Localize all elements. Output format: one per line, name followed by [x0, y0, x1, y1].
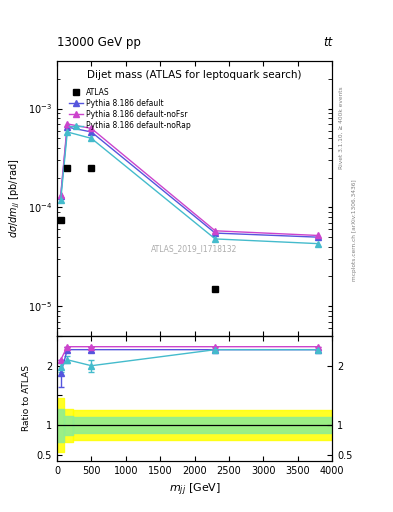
- Y-axis label: Ratio to ATLAS: Ratio to ATLAS: [22, 366, 31, 432]
- Y-axis label: $d\sigma/dm_{jj}\ \mathrm{[pb/rad]}$: $d\sigma/dm_{jj}\ \mathrm{[pb/rad]}$: [8, 159, 22, 239]
- X-axis label: $m_{jj}\ \mathrm{[GeV]}$: $m_{jj}\ \mathrm{[GeV]}$: [169, 481, 220, 498]
- Text: ATLAS_2019_I1718132: ATLAS_2019_I1718132: [151, 244, 238, 252]
- ATLAS: [65, 165, 70, 171]
- ATLAS: [59, 217, 63, 223]
- ATLAS: [213, 286, 218, 292]
- Text: Rivet 3.1.10, ≥ 400k events: Rivet 3.1.10, ≥ 400k events: [339, 87, 344, 169]
- Legend: ATLAS, Pythia 8.186 default, Pythia 8.186 default-noFsr, Pythia 8.186 default-no: ATLAS, Pythia 8.186 default, Pythia 8.18…: [66, 84, 194, 134]
- Text: 13000 GeV pp: 13000 GeV pp: [57, 36, 141, 49]
- Text: mcplots.cern.ch [arXiv:1306.3436]: mcplots.cern.ch [arXiv:1306.3436]: [352, 180, 357, 281]
- ATLAS: [89, 165, 94, 171]
- Line: ATLAS: ATLAS: [58, 165, 218, 292]
- Text: tt: tt: [323, 36, 332, 49]
- Text: Dijet mass (ATLAS for leptoquark search): Dijet mass (ATLAS for leptoquark search): [87, 70, 302, 80]
